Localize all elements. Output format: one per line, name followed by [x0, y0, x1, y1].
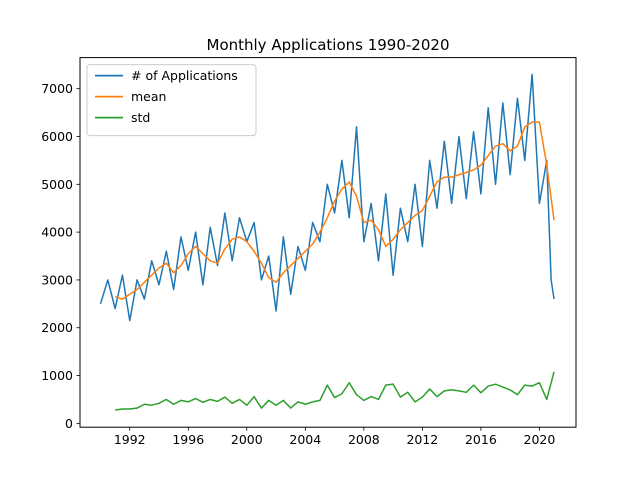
x-tick-label: 2008 — [348, 432, 380, 447]
y-tick-label: 3000 — [41, 272, 73, 287]
x-axis: 1992 1996 2000 2004 2008 2012 2016 2020 — [114, 427, 556, 447]
y-axis: 0 1000 2000 3000 4000 5000 6000 7000 — [41, 81, 80, 431]
x-tick-label: 2000 — [231, 432, 263, 447]
y-tick-label: 1000 — [41, 368, 73, 383]
y-tick-label: 7000 — [41, 81, 73, 96]
chart-title: Monthly Applications 1990-2020 — [207, 36, 450, 54]
plot-area — [79, 57, 577, 428]
y-tick-label: 5000 — [41, 177, 73, 192]
y-tick-label: 6000 — [41, 129, 73, 144]
x-tick-label: 1992 — [114, 432, 146, 447]
legend-label-2: std — [131, 110, 150, 125]
x-tick-label: 2004 — [289, 432, 321, 447]
series-line-0 — [99, 73, 555, 322]
y-tick-label: 2000 — [41, 320, 73, 335]
legend-label-1: mean — [131, 89, 166, 104]
x-tick-label: 2012 — [406, 432, 438, 447]
x-tick-label: 2020 — [524, 432, 556, 447]
series-line-1 — [114, 121, 555, 300]
y-tick-label: 4000 — [41, 225, 73, 240]
y-tick-label: 0 — [65, 416, 73, 431]
legend-box — [86, 64, 257, 137]
series-layer — [99, 73, 555, 411]
x-tick-label: 1996 — [172, 432, 204, 447]
series-line-2 — [115, 371, 555, 411]
x-tick-label: 2016 — [465, 432, 497, 447]
legend: # of Applications mean std — [86, 64, 257, 137]
axes-frame — [79, 57, 577, 428]
legend-label-0: # of Applications — [131, 68, 238, 83]
